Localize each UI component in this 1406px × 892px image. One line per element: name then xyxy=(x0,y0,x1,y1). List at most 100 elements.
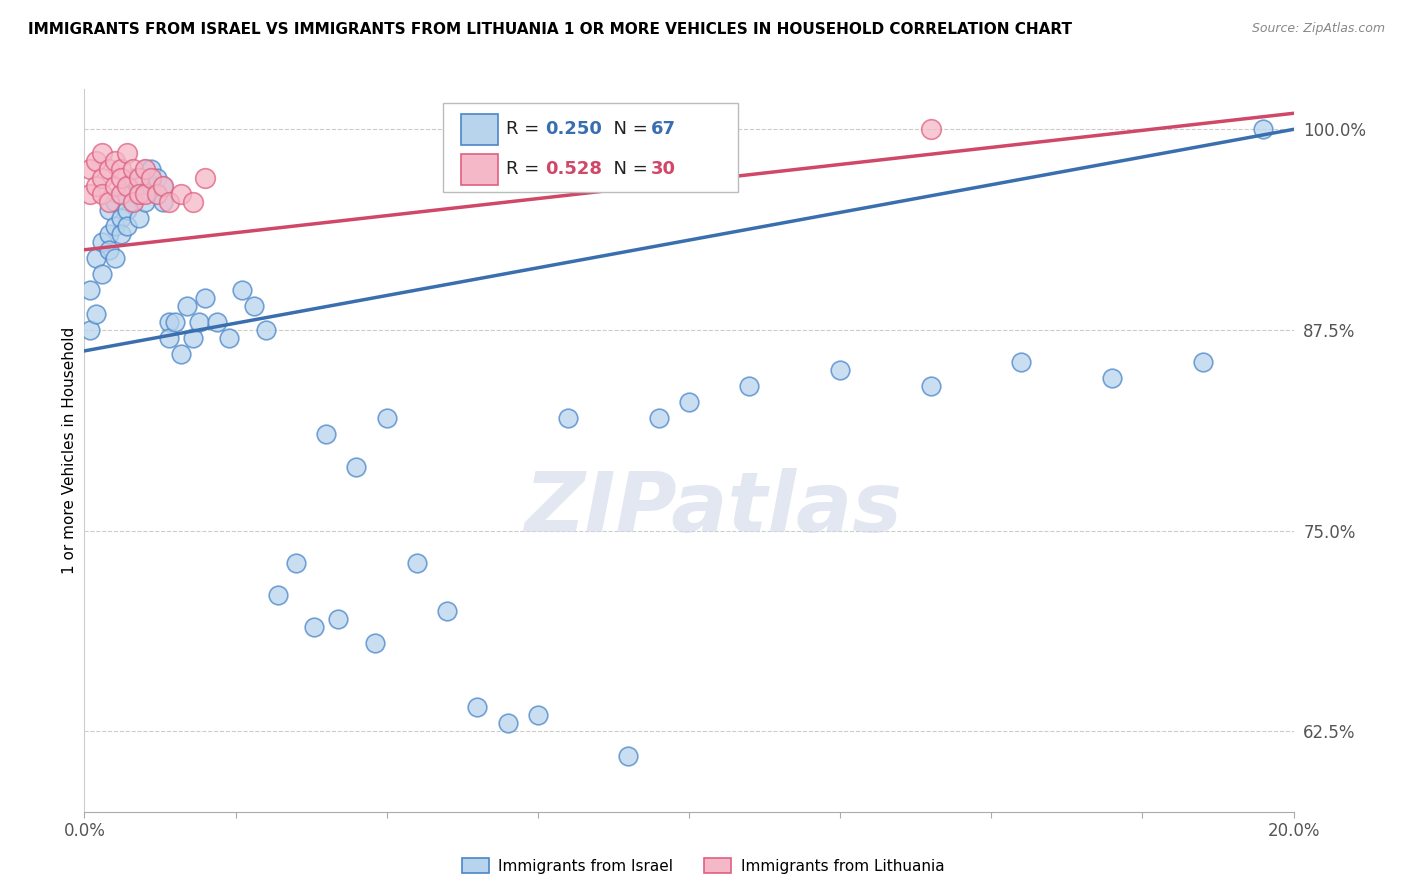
Legend: Immigrants from Israel, Immigrants from Lithuania: Immigrants from Israel, Immigrants from … xyxy=(456,852,950,880)
Point xyxy=(207,315,229,329)
Point xyxy=(315,427,337,442)
Point xyxy=(79,283,101,297)
Point xyxy=(285,556,308,570)
Point xyxy=(302,620,325,634)
Point xyxy=(104,194,127,209)
Point xyxy=(104,219,127,233)
Point xyxy=(1011,355,1033,369)
Point xyxy=(134,194,156,209)
Point xyxy=(128,186,150,201)
Point xyxy=(363,636,385,650)
Point xyxy=(115,146,138,161)
Point xyxy=(134,162,156,177)
Text: 0.528: 0.528 xyxy=(546,161,603,178)
Point xyxy=(79,186,101,201)
Point xyxy=(152,178,174,193)
Point xyxy=(617,748,640,763)
Point xyxy=(91,170,114,185)
Point xyxy=(121,194,143,209)
Point xyxy=(115,178,138,193)
Point xyxy=(146,170,169,185)
Point xyxy=(104,178,127,193)
Point xyxy=(115,202,138,217)
Point xyxy=(152,194,174,209)
Point xyxy=(146,186,169,201)
Point xyxy=(128,211,150,225)
Point xyxy=(467,700,489,714)
Text: R =: R = xyxy=(506,120,546,138)
Point xyxy=(79,323,101,337)
Point xyxy=(557,411,579,425)
Text: Source: ZipAtlas.com: Source: ZipAtlas.com xyxy=(1251,22,1385,36)
Point xyxy=(188,315,211,329)
Point xyxy=(139,178,162,193)
Text: R =: R = xyxy=(506,161,546,178)
Point xyxy=(97,243,120,257)
Point xyxy=(91,186,114,201)
Point xyxy=(194,291,217,305)
Text: 67: 67 xyxy=(651,120,676,138)
Point xyxy=(121,194,143,209)
Point xyxy=(91,235,114,249)
Y-axis label: 1 or more Vehicles in Household: 1 or more Vehicles in Household xyxy=(62,326,77,574)
Text: N =: N = xyxy=(602,161,654,178)
Point xyxy=(97,227,120,241)
Point xyxy=(920,379,942,393)
Point xyxy=(110,186,132,201)
Point xyxy=(328,612,350,626)
Point xyxy=(375,411,398,425)
Point xyxy=(1253,122,1275,136)
Point xyxy=(165,315,187,329)
Point xyxy=(139,170,162,185)
Point xyxy=(920,122,942,136)
Point xyxy=(436,604,458,618)
Point xyxy=(86,307,108,321)
Point xyxy=(170,186,193,201)
Point xyxy=(678,395,700,409)
Point xyxy=(1192,355,1215,369)
Point xyxy=(110,211,132,225)
Point xyxy=(830,363,852,377)
Text: IMMIGRANTS FROM ISRAEL VS IMMIGRANTS FROM LITHUANIA 1 OR MORE VEHICLES IN HOUSEH: IMMIGRANTS FROM ISRAEL VS IMMIGRANTS FRO… xyxy=(28,22,1073,37)
Point xyxy=(231,283,253,297)
Point xyxy=(79,162,101,177)
Point xyxy=(97,194,120,209)
Point xyxy=(157,194,180,209)
Point xyxy=(157,315,180,329)
Point xyxy=(134,186,156,201)
Text: 0.250: 0.250 xyxy=(546,120,602,138)
Point xyxy=(91,146,114,161)
Point xyxy=(176,299,198,313)
Point xyxy=(1101,371,1123,385)
Point xyxy=(152,178,174,193)
Point xyxy=(115,219,138,233)
Point xyxy=(157,331,180,345)
Point xyxy=(267,588,290,602)
Point xyxy=(104,154,127,169)
Point xyxy=(110,170,132,185)
Point xyxy=(86,154,108,169)
Point xyxy=(110,186,132,201)
Point xyxy=(86,178,108,193)
Text: ZIPatlas: ZIPatlas xyxy=(524,467,903,549)
Point xyxy=(128,170,150,185)
Point xyxy=(648,411,671,425)
Point xyxy=(139,162,162,177)
Point xyxy=(121,170,143,185)
Point xyxy=(91,267,114,281)
Point xyxy=(104,251,127,265)
Point xyxy=(146,186,169,201)
Text: 30: 30 xyxy=(651,161,676,178)
Point xyxy=(121,162,143,177)
Point xyxy=(406,556,429,570)
Point xyxy=(218,331,240,345)
Text: N =: N = xyxy=(602,120,654,138)
Point xyxy=(738,379,761,393)
Point xyxy=(181,194,204,209)
Point xyxy=(110,162,132,177)
Point xyxy=(242,299,264,313)
Point xyxy=(128,186,150,201)
Point xyxy=(346,459,368,474)
Point xyxy=(86,251,108,265)
Point xyxy=(97,162,120,177)
